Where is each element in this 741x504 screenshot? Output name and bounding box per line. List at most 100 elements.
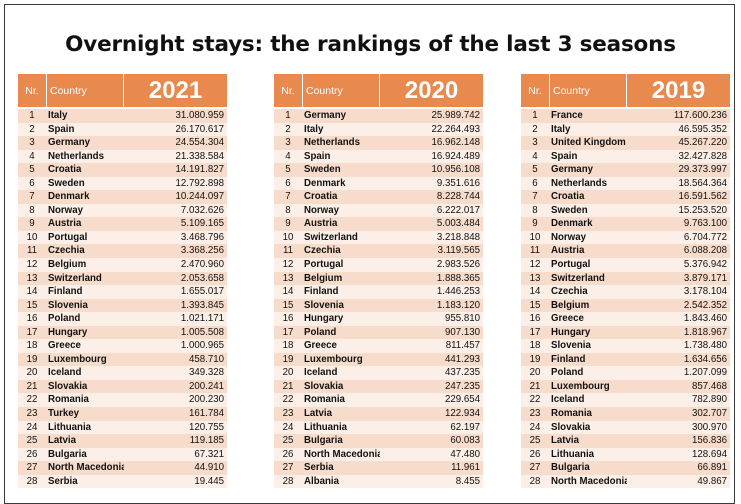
country-cell: North Macedonia	[48, 462, 124, 474]
rank-cell: 25	[282, 435, 294, 447]
overnight-stays-cell: 45.267.220	[678, 137, 728, 149]
header-year: 2020	[404, 76, 459, 104]
rank-cell: 1	[29, 110, 35, 121]
rank-cell: 22	[282, 394, 294, 406]
country-cell: Luxembourg	[551, 380, 610, 392]
country-cell: Slovenia	[304, 299, 344, 311]
country-cell: Czechia	[304, 245, 341, 257]
overnight-stays-cell: 1.888.365	[436, 272, 480, 284]
country-cell: Belgium	[48, 259, 87, 271]
overnight-stays-cell: 49.867	[697, 475, 727, 487]
overnight-stays-cell: 25.989.742	[431, 110, 481, 121]
rank-cell: 2	[285, 123, 291, 135]
header-country: Country	[46, 74, 124, 107]
rank-cell: 23	[26, 408, 38, 420]
overnight-stays-cell: 26.170.617	[175, 123, 225, 135]
overnight-stays-cell: 10.956.108	[431, 164, 481, 176]
overnight-stays-cell: 29.373.997	[678, 164, 728, 176]
table-body: 1 France 117.600.236 2 Italy 46.595.352 3 Unite…	[521, 109, 730, 489]
rank-cell: 14	[282, 286, 294, 298]
rank-cell: 22	[26, 394, 38, 406]
rank-cell: 5	[532, 164, 538, 176]
table-row: 23 Turkey 161.784	[18, 407, 227, 421]
country-cell: Lithuania	[304, 421, 348, 433]
country-cell: Belgium	[304, 272, 343, 284]
overnight-stays-cell: 7.032.626	[180, 204, 224, 216]
rank-cell: 12	[26, 259, 38, 271]
table-row: 6 Sweden 12.792.898	[18, 176, 227, 191]
rank-cell: 20	[26, 367, 38, 379]
country-cell: Serbia	[48, 475, 78, 487]
table-row: 28 Albania 8.455	[274, 474, 483, 489]
table-row: 7 Croatia 8.228.744	[274, 190, 483, 204]
country-cell: Finland	[551, 353, 586, 365]
overnight-stays-cell: 11.961	[451, 462, 480, 474]
overnight-stays-cell: 3.178.104	[683, 286, 727, 298]
rank-cell: 18	[282, 340, 294, 352]
table-row: 27 Serbia 11.961	[274, 461, 483, 475]
country-cell: Greece	[551, 313, 584, 325]
overnight-stays-cell: 32.427.828	[678, 150, 728, 162]
country-cell: Greece	[304, 340, 337, 352]
overnight-stays-cell: 1.738.480	[683, 340, 727, 352]
overnight-stays-cell: 247.235	[444, 380, 480, 392]
table-row: 13 Switzerland 3.879.171	[521, 271, 730, 286]
rank-cell: 11	[26, 245, 38, 257]
overnight-stays-cell: 18.564.364	[678, 177, 728, 189]
rank-cell: 16	[282, 313, 294, 325]
overnight-stays-cell: 200.241	[188, 380, 224, 392]
country-cell: Italy	[48, 110, 68, 121]
rank-cell: 15	[529, 299, 541, 311]
overnight-stays-cell: 2.542.352	[683, 299, 727, 311]
table-row: 25 Latvia 156.836	[521, 434, 730, 448]
table-row: 16 Greece 1.843.460	[521, 312, 730, 326]
rank-cell: 26	[26, 448, 38, 460]
table-row: 1 France 117.600.236	[521, 109, 730, 123]
table-row: 13 Belgium 1.888.365	[274, 271, 483, 286]
country-cell: Hungary	[48, 326, 88, 338]
overnight-stays-cell: 16.962.148	[431, 137, 481, 149]
overnight-stays-cell: 62.197	[450, 421, 480, 433]
table-row: 15 Belgium 2.542.352	[521, 298, 730, 313]
country-cell: Spain	[48, 123, 75, 135]
table-row: 21 Slovakia 247.235	[274, 379, 483, 394]
rank-cell: 2	[29, 123, 35, 135]
country-cell: Germany	[551, 164, 593, 176]
table-row: 5 Germany 29.373.997	[521, 163, 730, 177]
table-row: 9 Denmark 9.763.100	[521, 217, 730, 231]
table-row: 4 Netherlands 21.338.584	[18, 149, 227, 164]
overnight-stays-cell: 66.891	[697, 462, 727, 474]
overnight-stays-cell: 437.235	[444, 367, 480, 379]
rank-cell: 28	[282, 475, 294, 487]
country-cell: Slovakia	[48, 380, 88, 392]
country-cell: Finland	[304, 286, 339, 298]
rank-cell: 4	[285, 150, 291, 162]
table-row: 10 Portugal 3.468.796	[18, 230, 227, 245]
overnight-stays-cell: 1.655.017	[180, 286, 224, 298]
rank-cell: 14	[529, 286, 541, 298]
overnight-stays-cell: 120.755	[188, 421, 224, 433]
overnight-stays-cell: 1.393.845	[180, 299, 224, 311]
table-row: 13 Switzerland 2.053.658	[18, 271, 227, 286]
rank-cell: 16	[26, 313, 38, 325]
country-cell: Netherlands	[304, 137, 360, 149]
country-cell: Romania	[304, 394, 345, 406]
rank-cell: 11	[529, 245, 541, 257]
table-row: 26 North Macedonia 47.480	[274, 447, 483, 462]
country-cell: Slovakia	[304, 380, 344, 392]
country-cell: Czechia	[48, 245, 85, 257]
country-cell: Norway	[304, 204, 339, 216]
country-cell: Turkey	[48, 408, 80, 420]
country-cell: Iceland	[48, 367, 82, 379]
country-cell: Czechia	[551, 286, 588, 298]
overnight-stays-cell: 3.468.796	[180, 231, 224, 243]
overnight-stays-cell: 16.591.562	[678, 191, 728, 203]
country-cell: North Macedonia	[304, 448, 380, 460]
overnight-stays-cell: 8.455	[455, 475, 480, 487]
overnight-stays-cell: 16.924.489	[431, 150, 481, 162]
rank-cell: 19	[529, 353, 541, 365]
header-country: Country	[549, 74, 627, 107]
overnight-stays-cell: 21.338.584	[175, 150, 225, 162]
header-nr: Nr.	[528, 84, 542, 97]
overnight-stays-cell: 200.230	[188, 394, 224, 406]
